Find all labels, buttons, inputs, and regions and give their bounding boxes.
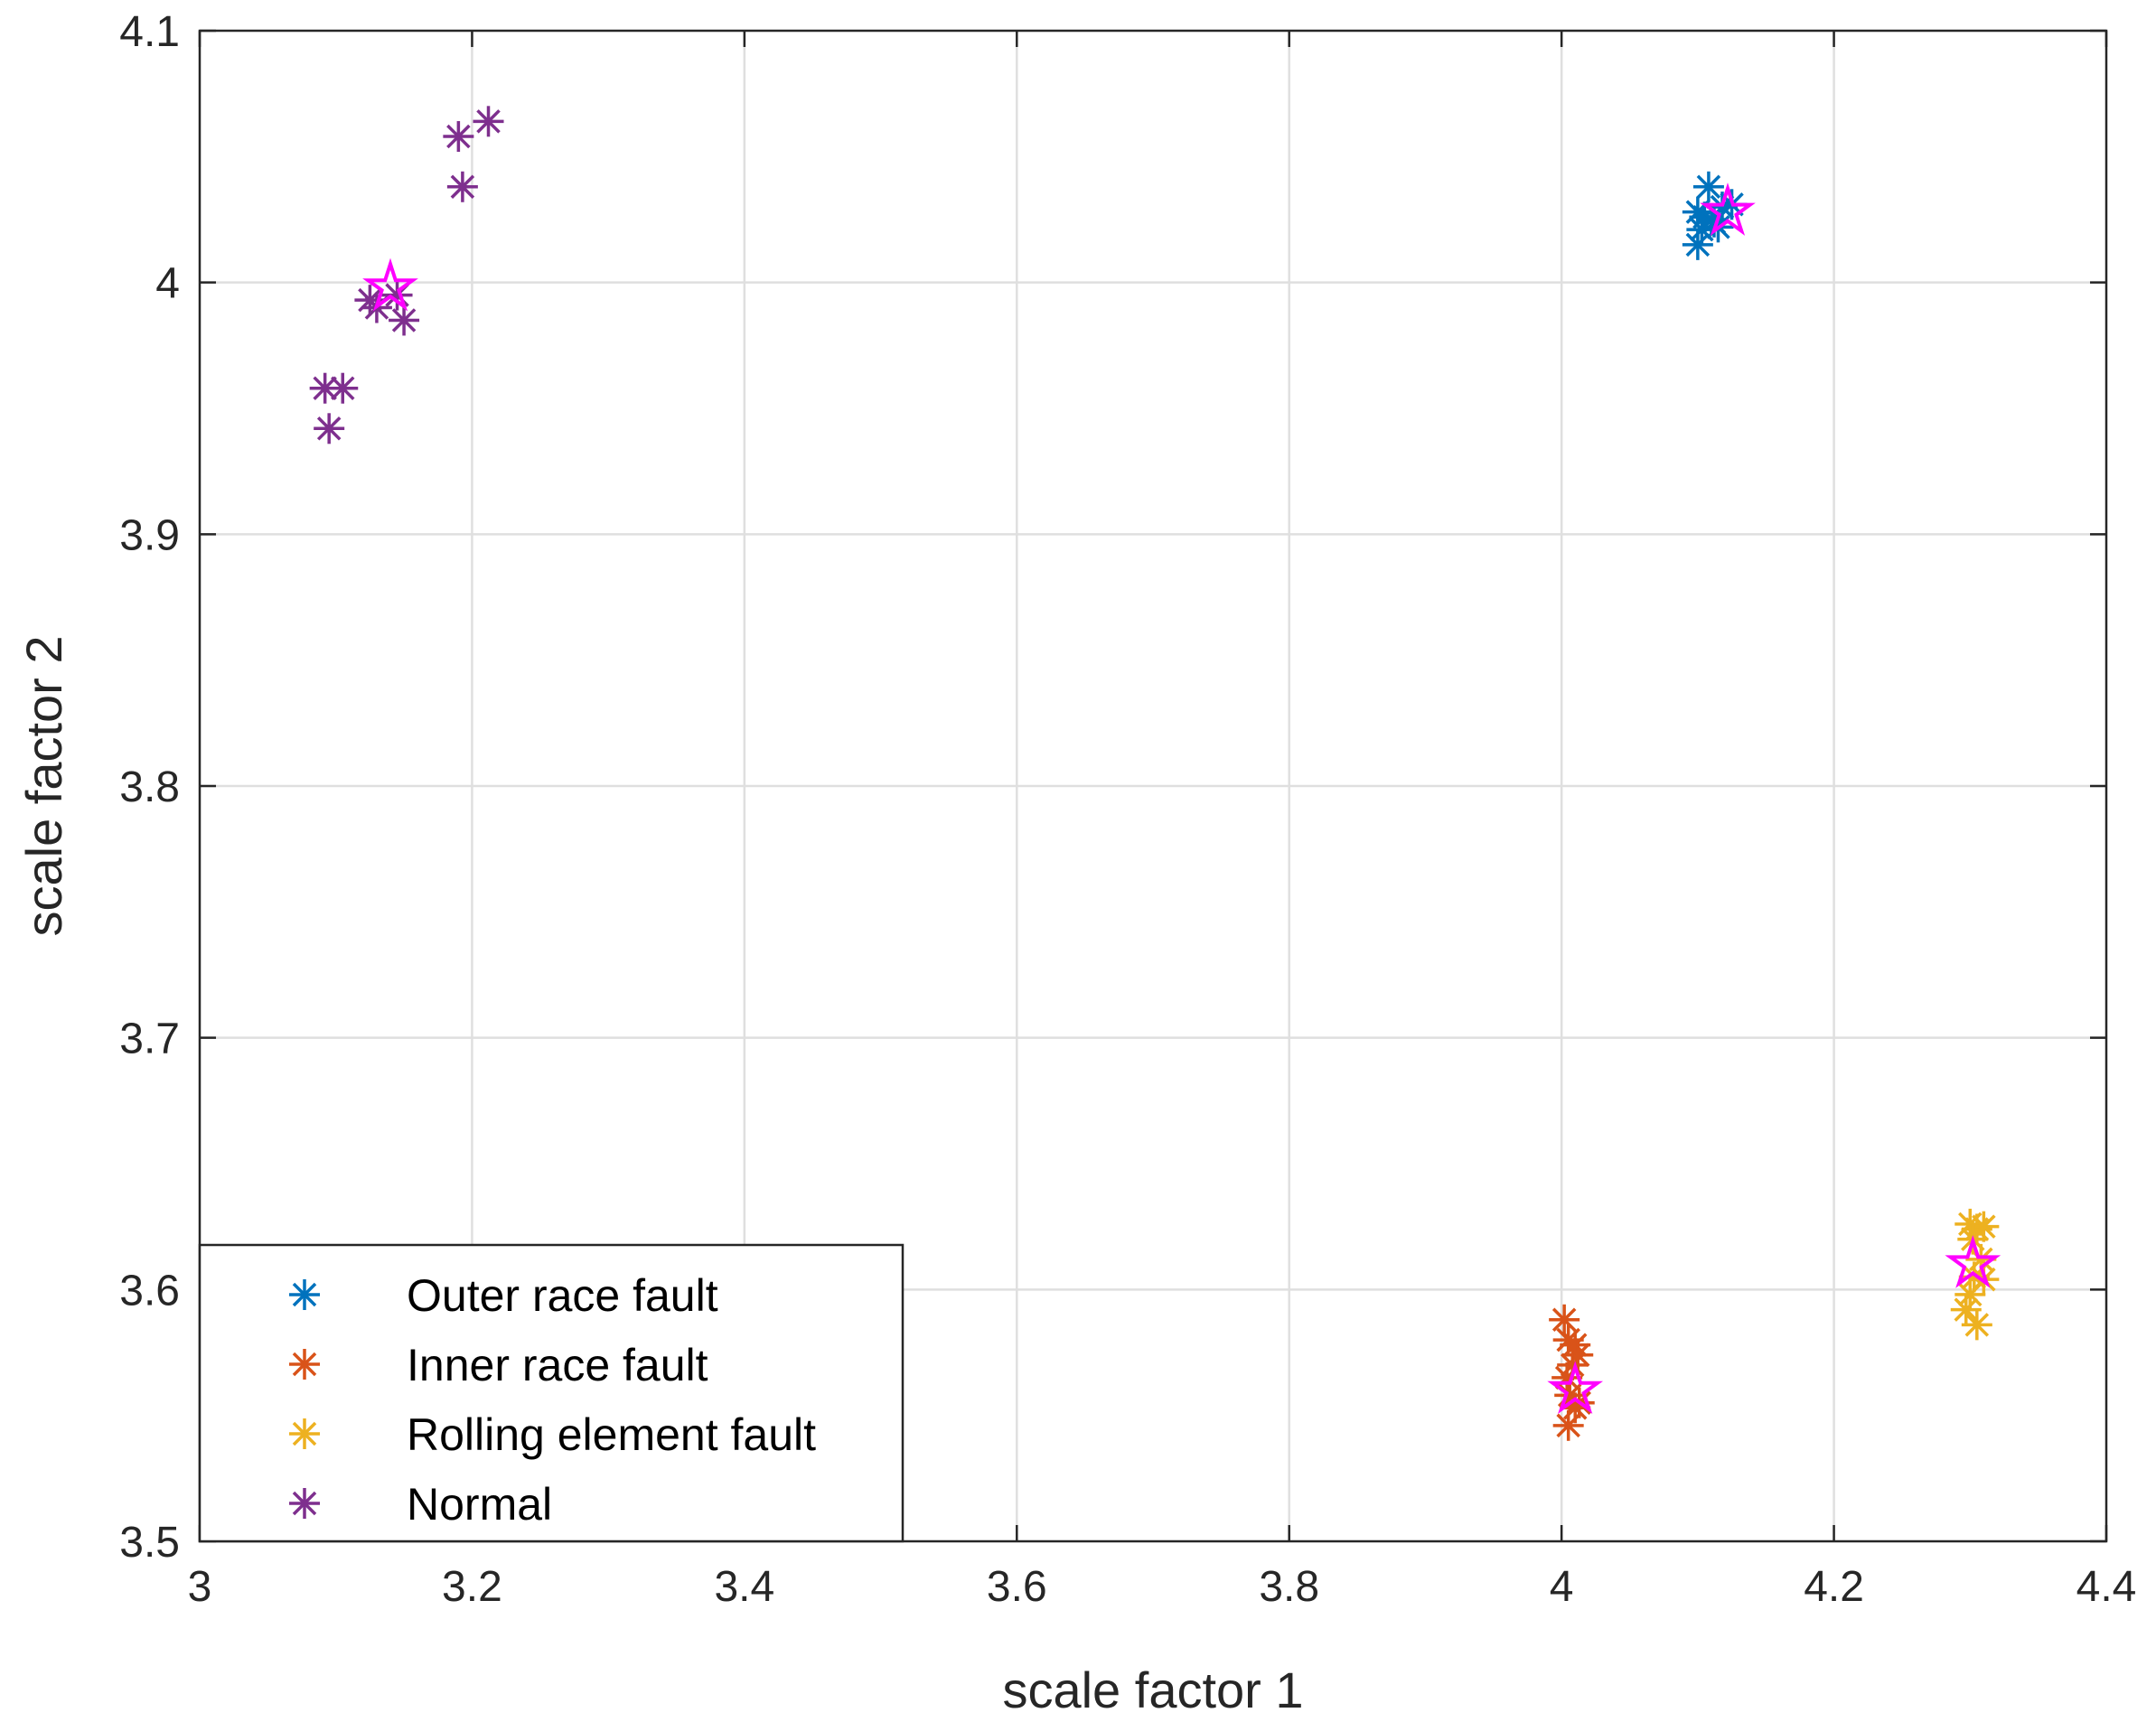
x-tick-label: 3 <box>188 1563 212 1611</box>
centroid-star <box>1547 1361 1604 1415</box>
x-tick-label: 3.6 <box>987 1563 1047 1611</box>
x-tick-label: 4.4 <box>2076 1563 2137 1611</box>
legend-marker-outer-race-fault <box>289 1279 320 1310</box>
point-normal <box>314 413 345 445</box>
y-axis-label: scale factor 2 <box>15 635 72 936</box>
point-outer-race-fault <box>1692 171 1724 202</box>
centroid-star <box>1945 1235 2001 1288</box>
legend-label-rolling-element-fault: Rolling element fault <box>407 1409 816 1460</box>
y-tick-label: 3.8 <box>119 763 180 811</box>
centroid-markers <box>362 182 2001 1415</box>
grid-lines <box>200 31 2106 1541</box>
legend: Outer race fault Inner race fault Rolling … <box>198 1243 905 1543</box>
point-rolling-element-fault <box>1950 1294 1982 1325</box>
legend-label-outer-race-fault: Outer race fault <box>407 1270 718 1321</box>
point-normal <box>389 304 420 336</box>
x-tick-label: 3.2 <box>442 1563 502 1611</box>
legend-label-normal: Normal <box>407 1479 552 1530</box>
y-tick-label: 3.6 <box>119 1267 180 1315</box>
point-normal <box>327 372 359 404</box>
legend-marker-rolling-element-fault <box>289 1418 320 1449</box>
point-rolling-element-fault <box>1961 1309 1992 1341</box>
plot-area: Outer race fault Inner race fault Rolling … <box>198 29 2108 1543</box>
centroid-star <box>362 257 418 312</box>
point-normal <box>473 106 504 137</box>
y-tick-label: 3.5 <box>119 1519 180 1567</box>
point-inner-race-fault <box>1549 1304 1580 1335</box>
y-tick-label: 4.1 <box>119 8 180 56</box>
legend-marker-normal <box>289 1488 320 1519</box>
y-tick-label: 4 <box>155 260 180 308</box>
legend-marker-inner-race-fault <box>289 1349 320 1380</box>
centroid-star <box>1700 182 1756 236</box>
y-tick-label: 3.7 <box>119 1015 180 1063</box>
legend-label-inner-race-fault: Inner race fault <box>407 1340 708 1390</box>
x-tick-label: 4.2 <box>1804 1563 1864 1611</box>
x-tick-label: 3.4 <box>714 1563 774 1611</box>
y-tick-labels: 3.5 3.6 3.7 3.8 3.9 4 4.1 <box>119 8 180 1567</box>
point-normal <box>443 121 474 153</box>
x-tick-labels: 3 3.2 3.4 3.6 3.8 4 4.2 4.4 <box>188 1563 2137 1611</box>
x-axis-label: scale factor 1 <box>1002 1661 1303 1718</box>
y-tick-label: 3.9 <box>119 511 180 559</box>
point-outer-race-fault <box>1682 229 1713 260</box>
x-tick-label: 4 <box>1550 1563 1574 1611</box>
x-tick-label: 3.8 <box>1259 1563 1319 1611</box>
data-markers <box>309 106 2000 1441</box>
point-normal <box>446 171 478 202</box>
point-inner-race-fault <box>1552 1409 1584 1441</box>
axes-frame <box>198 29 2108 1543</box>
